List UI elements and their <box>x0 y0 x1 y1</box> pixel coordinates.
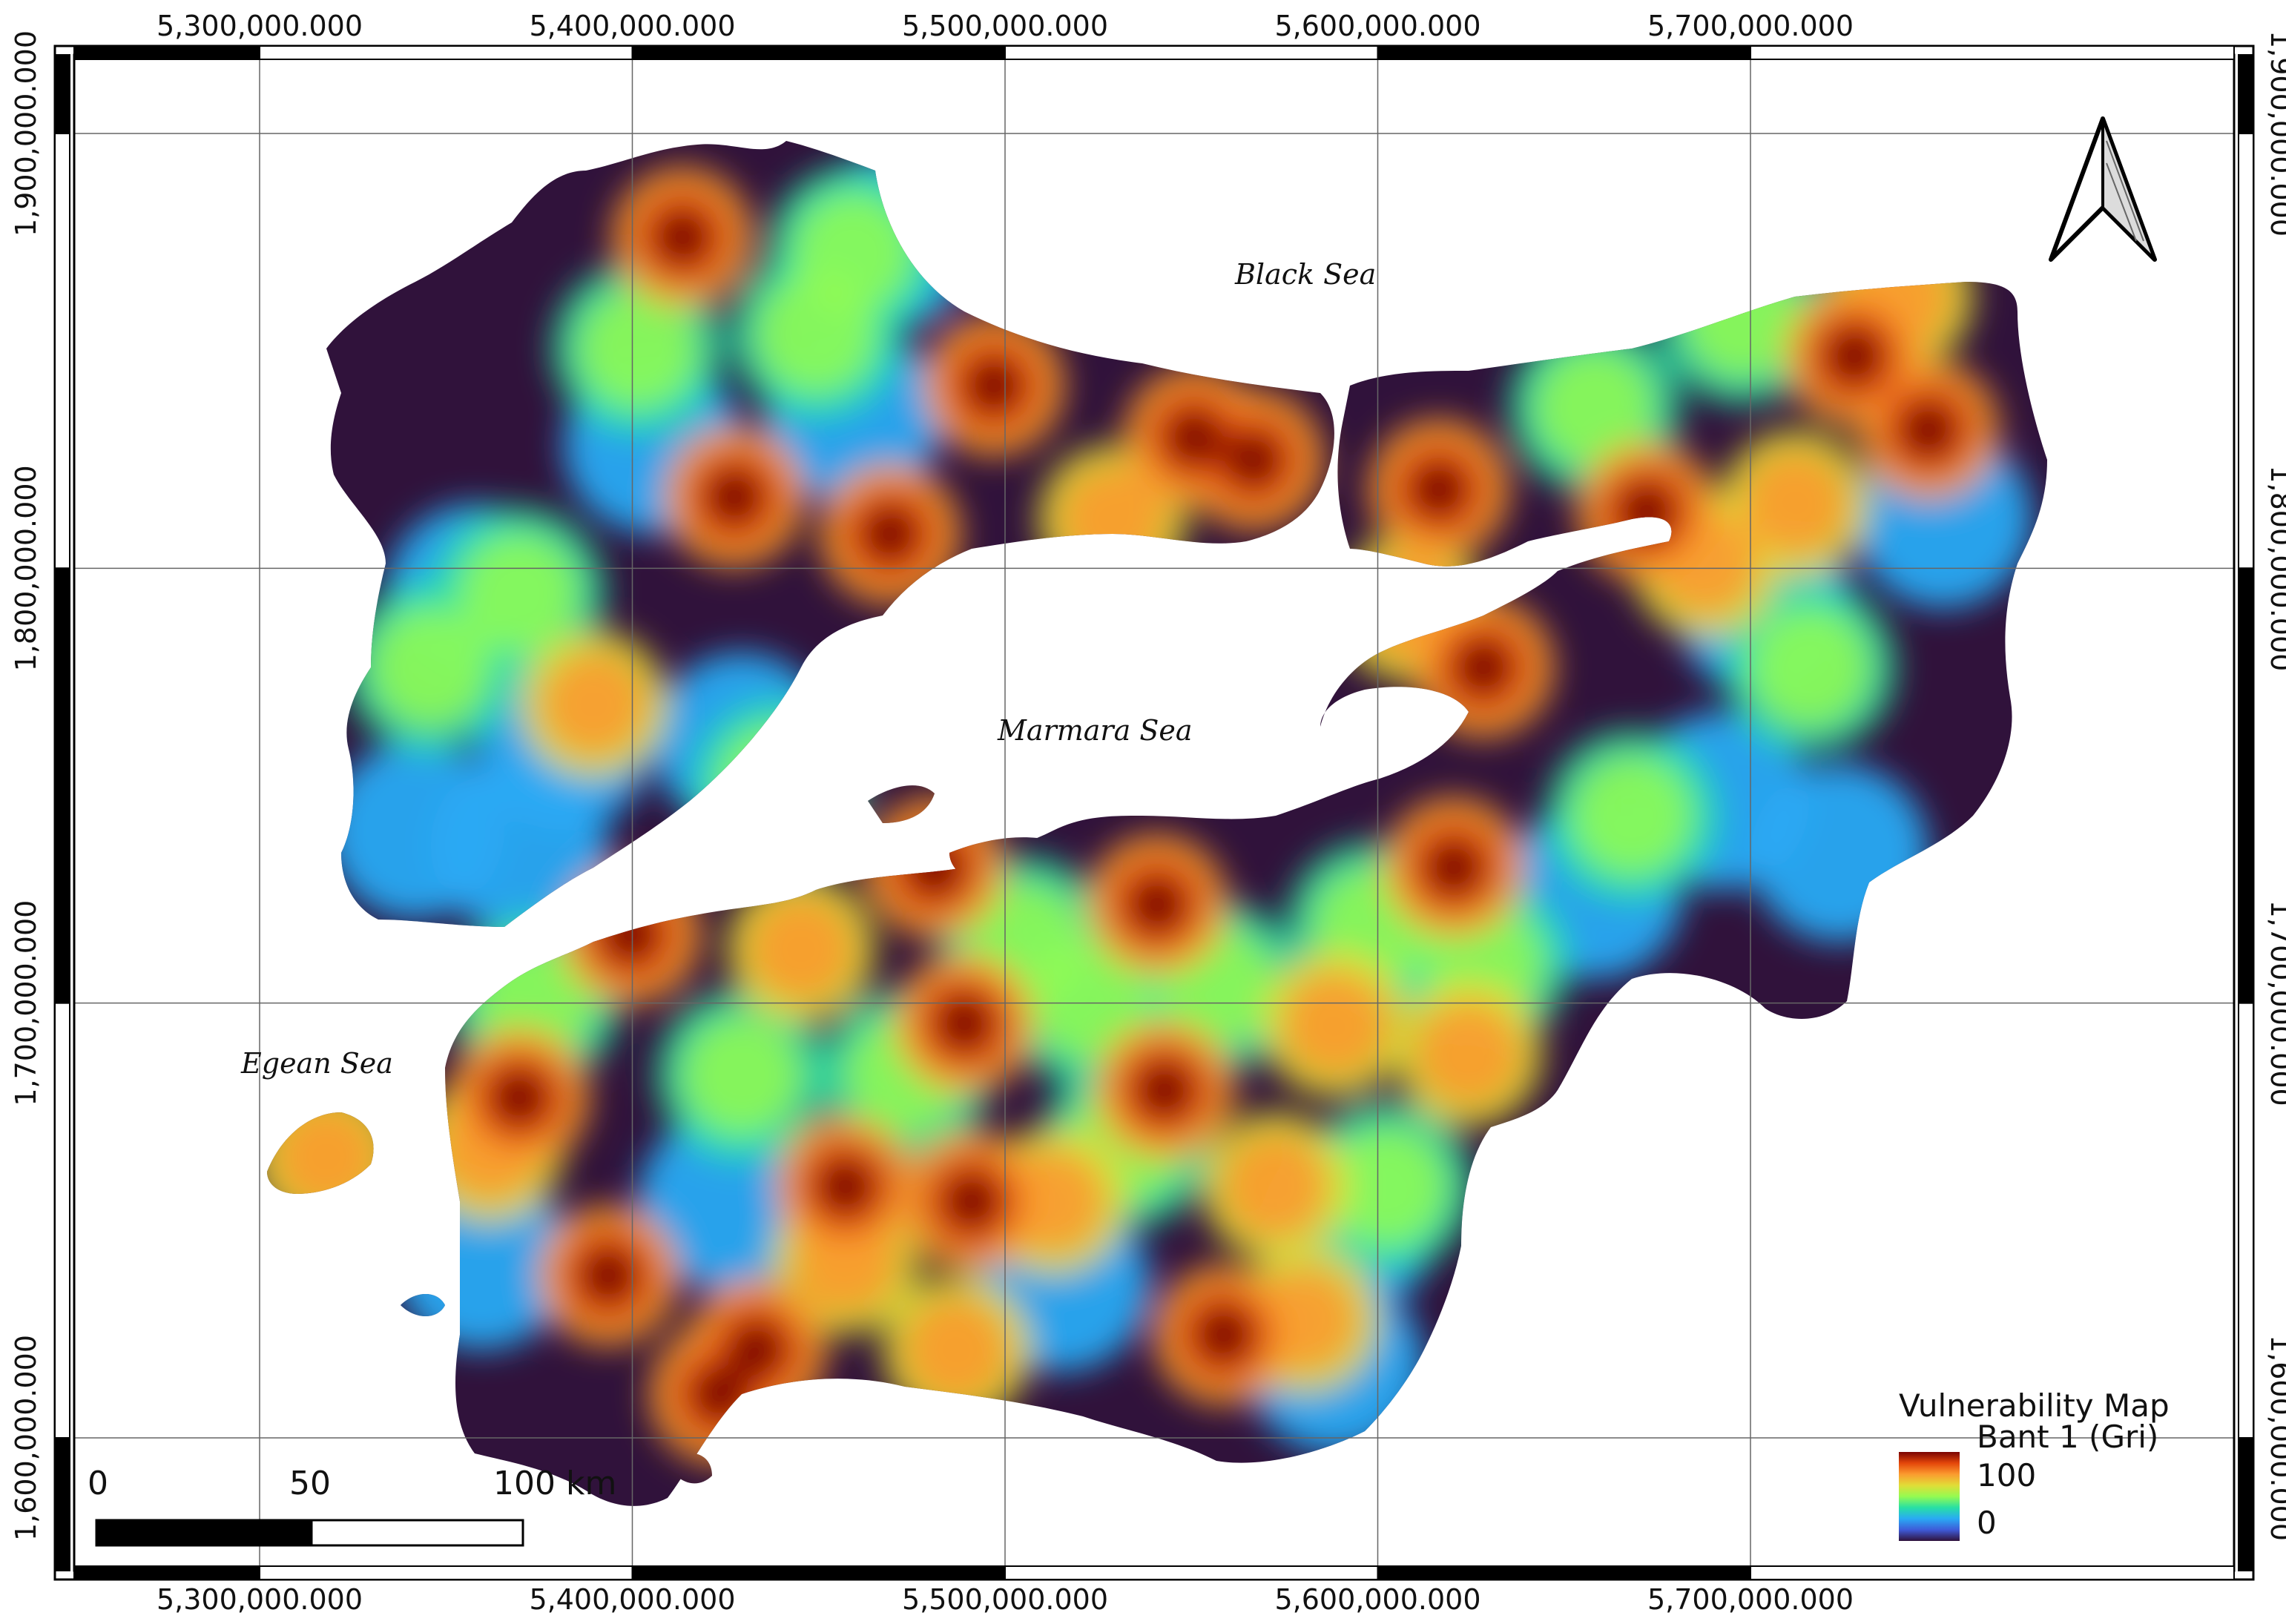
map-frame <box>53 44 2255 1581</box>
frame-bar-top <box>259 45 633 60</box>
scale-label-50: 50 <box>289 1465 331 1502</box>
frame-bar-top <box>73 45 260 60</box>
frame-bar-right <box>2238 567 2254 1004</box>
frame-bar-bottom <box>73 1565 260 1580</box>
frame-bar-bottom <box>1750 1565 2235 1580</box>
y-tick-label-right: 1,700,000.000 <box>2264 900 2286 1106</box>
scale-label-100: 100 km <box>493 1465 616 1502</box>
y-tick-label-left: 1,800,000.000 <box>10 465 42 671</box>
black-sea-label: Black Sea <box>1234 258 1376 291</box>
north-arrow-icon <box>2049 116 2157 262</box>
scale-bar: 0 50 100 km <box>88 1465 616 1547</box>
x-tick-label-top: 5,400,000.000 <box>529 10 735 42</box>
x-tick-label-top: 5,600,000.000 <box>1274 10 1480 42</box>
frame-bar-left <box>54 567 70 1004</box>
x-tick-label-bottom: 5,500,000.000 <box>902 1583 1108 1616</box>
frame-bar-bottom <box>259 1565 633 1580</box>
x-tick-label-top: 5,700,000.000 <box>1647 10 1854 42</box>
frame-bar-bottom <box>631 1565 1006 1580</box>
frame-bar-left <box>54 54 70 134</box>
legend-title: Vulnerability Map <box>1899 1387 2170 1424</box>
marmara-sea-label: Marmara Sea <box>997 714 1193 747</box>
legend: Vulnerability Map Bant 1 (Gri) 100 0 <box>1899 1387 2170 1541</box>
frame-bar-left <box>54 1437 70 1571</box>
x-tick-label-top: 5,500,000.000 <box>902 10 1108 42</box>
x-tick-label-bottom: 5,400,000.000 <box>529 1583 735 1616</box>
scale-label-0: 0 <box>88 1465 108 1502</box>
legend-min-label: 0 <box>1977 1505 1997 1541</box>
y-tick-label-right: 1,900,000.000 <box>2264 30 2286 237</box>
coordinate-labels: 5,300,000.000 5,300,000.000 5,400,000.000 5… <box>10 10 2286 1616</box>
x-tick-label-bottom: 5,300,000.000 <box>157 1583 363 1616</box>
x-tick-label-bottom: 5,600,000.000 <box>1274 1583 1480 1616</box>
y-tick-label-right: 1,800,000.000 <box>2264 465 2286 671</box>
egean-sea-label: Egean Sea <box>240 1047 393 1080</box>
frame-bar-top <box>1377 45 1751 60</box>
frame-bar-right <box>2238 133 2254 570</box>
scale-bar-segment-1 <box>95 1519 313 1547</box>
frame-bar-bottom <box>1004 1565 1379 1580</box>
legend-subtitle: Bant 1 (Gri) <box>1977 1419 2158 1455</box>
frame-bar-right <box>2238 54 2254 134</box>
legend-max-label: 100 <box>1977 1457 2036 1493</box>
frame-bar-bottom <box>1377 1565 1751 1580</box>
legend-color-ramp <box>1899 1452 1960 1541</box>
frame-bar-left <box>54 1002 70 1439</box>
frame-bar-top <box>1004 45 1379 60</box>
scale-bar-segment-2 <box>310 1519 524 1547</box>
frame-bar-top <box>631 45 1006 60</box>
y-tick-label-left: 1,700,000.000 <box>10 900 42 1106</box>
frame-bar-right <box>2238 1437 2254 1571</box>
frame-bar-right <box>2238 1002 2254 1439</box>
graticule <box>74 55 2234 1571</box>
frame-bar-top <box>1750 45 2235 60</box>
y-tick-label-left: 1,900,000.000 <box>10 30 42 237</box>
y-tick-label-right: 1,600,000.000 <box>2264 1335 2286 1541</box>
x-tick-label-top: 5,300,000.000 <box>157 10 363 42</box>
x-tick-label-bottom: 5,700,000.000 <box>1647 1583 1854 1616</box>
frame-bar-left <box>54 133 70 570</box>
y-tick-label-left: 1,600,000.000 <box>10 1335 42 1541</box>
